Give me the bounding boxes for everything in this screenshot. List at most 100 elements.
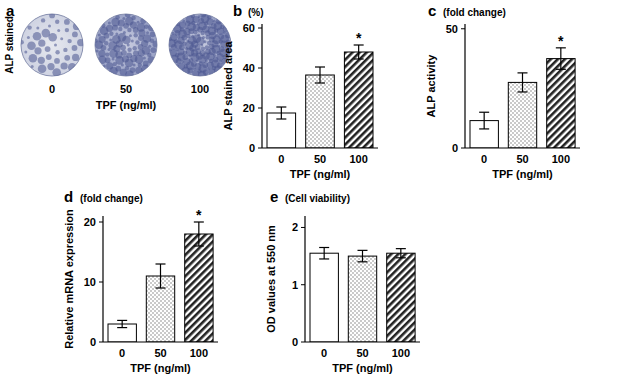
stain-spot — [20, 40, 24, 44]
error-bar — [358, 250, 368, 261]
y-tick — [301, 227, 305, 228]
stain-spot — [133, 63, 136, 66]
stain-spot — [213, 54, 216, 57]
error-cap — [276, 106, 286, 107]
stain-spot — [72, 45, 78, 51]
stain-spot — [96, 50, 99, 53]
stain-spot — [103, 65, 106, 68]
stain-spot — [72, 32, 78, 38]
stain-spot — [182, 67, 191, 76]
stain-spot — [198, 71, 207, 80]
x-tick-label: 100 — [392, 347, 410, 359]
stain-spot — [172, 32, 175, 35]
significance: * — [356, 30, 362, 46]
stain-spot — [148, 45, 151, 48]
x-tick-label: 100 — [349, 153, 367, 165]
unit-label: (fold change) — [443, 7, 506, 18]
y-tick — [301, 342, 305, 343]
stain-spot — [125, 59, 134, 68]
well-label: 100 — [191, 83, 209, 95]
stain-spot — [49, 13, 55, 19]
y-tick — [99, 222, 103, 223]
stain-spot — [170, 55, 179, 64]
stain-spot — [105, 52, 109, 56]
y-tick — [301, 284, 305, 285]
well-label: 0 — [49, 83, 55, 95]
bar — [344, 52, 373, 148]
stain-spot — [112, 57, 115, 60]
stain-texture — [93, 12, 159, 79]
stain-spot — [67, 39, 71, 43]
stain-spot — [137, 23, 146, 32]
unit-label: (fold change) — [80, 193, 143, 204]
y-tick — [258, 108, 262, 109]
stain-spot — [60, 37, 63, 40]
bar — [306, 75, 335, 148]
stain-spot — [191, 14, 195, 18]
stain-spot — [29, 54, 38, 63]
error-cap — [354, 58, 364, 59]
bar — [310, 253, 338, 342]
error-cap — [117, 320, 127, 321]
error-cap — [396, 257, 406, 258]
stain-spot — [140, 18, 146, 24]
stain-spot — [42, 29, 51, 38]
error-stem — [362, 250, 363, 261]
stain-spot — [200, 12, 206, 18]
stain-spot — [134, 33, 138, 37]
stain-spot — [24, 50, 27, 53]
error-stem — [324, 248, 325, 259]
y-tick — [461, 148, 465, 149]
error-stem — [198, 222, 199, 246]
x-tick-label: 100 — [190, 347, 208, 359]
y-axis — [261, 24, 262, 148]
stain-spot — [109, 32, 113, 36]
stain-spot — [127, 48, 131, 52]
x-axis — [103, 341, 218, 342]
y-label: Relative mRNA expression — [63, 209, 75, 349]
x-tick-label: 0 — [119, 347, 125, 359]
error-cap — [315, 82, 325, 83]
significance: * — [558, 33, 564, 49]
stain-spot — [150, 47, 156, 53]
stain-spot — [191, 35, 194, 38]
y-tick — [258, 68, 262, 69]
stain-spot — [225, 33, 231, 39]
error-cap — [156, 263, 166, 264]
y-tick-label: 0 — [90, 336, 96, 348]
stain-spot — [57, 29, 60, 32]
error-bar — [276, 107, 286, 119]
stain-spot — [33, 32, 42, 41]
y-tick-label: 20 — [243, 102, 255, 114]
stain-spot — [98, 56, 107, 65]
stain-spot — [146, 31, 149, 34]
stain-spot — [101, 23, 105, 27]
bars — [267, 45, 373, 148]
error-cap — [276, 118, 286, 119]
stain-spot — [41, 18, 45, 22]
stain-spot — [54, 58, 60, 64]
x-tick-label: 100 — [552, 153, 570, 165]
stain-spot — [216, 34, 219, 37]
x-tick-label: 0 — [481, 153, 487, 165]
panel-label: c — [428, 2, 436, 19]
y-label: OD values at 550 nm — [265, 225, 277, 333]
caption: ALP stained — [4, 16, 15, 74]
y-tick-label: 50 — [446, 23, 458, 35]
stain-spot — [143, 57, 146, 60]
x-label: TPF (ng/ml) — [130, 362, 191, 374]
bars — [470, 48, 575, 148]
y-tick-label: 40 — [243, 62, 255, 74]
stain-spot — [64, 19, 70, 25]
y-tick — [99, 282, 103, 283]
stain-spot — [204, 40, 207, 43]
y-tick — [258, 28, 262, 29]
error-cap — [518, 72, 528, 73]
well-label: 50 — [120, 83, 132, 95]
stain-spot — [109, 39, 112, 42]
stain-spot — [131, 16, 135, 20]
well — [95, 14, 157, 76]
panel-label: b — [233, 2, 242, 19]
stain-spot — [153, 40, 160, 47]
stain-spot — [197, 34, 200, 37]
